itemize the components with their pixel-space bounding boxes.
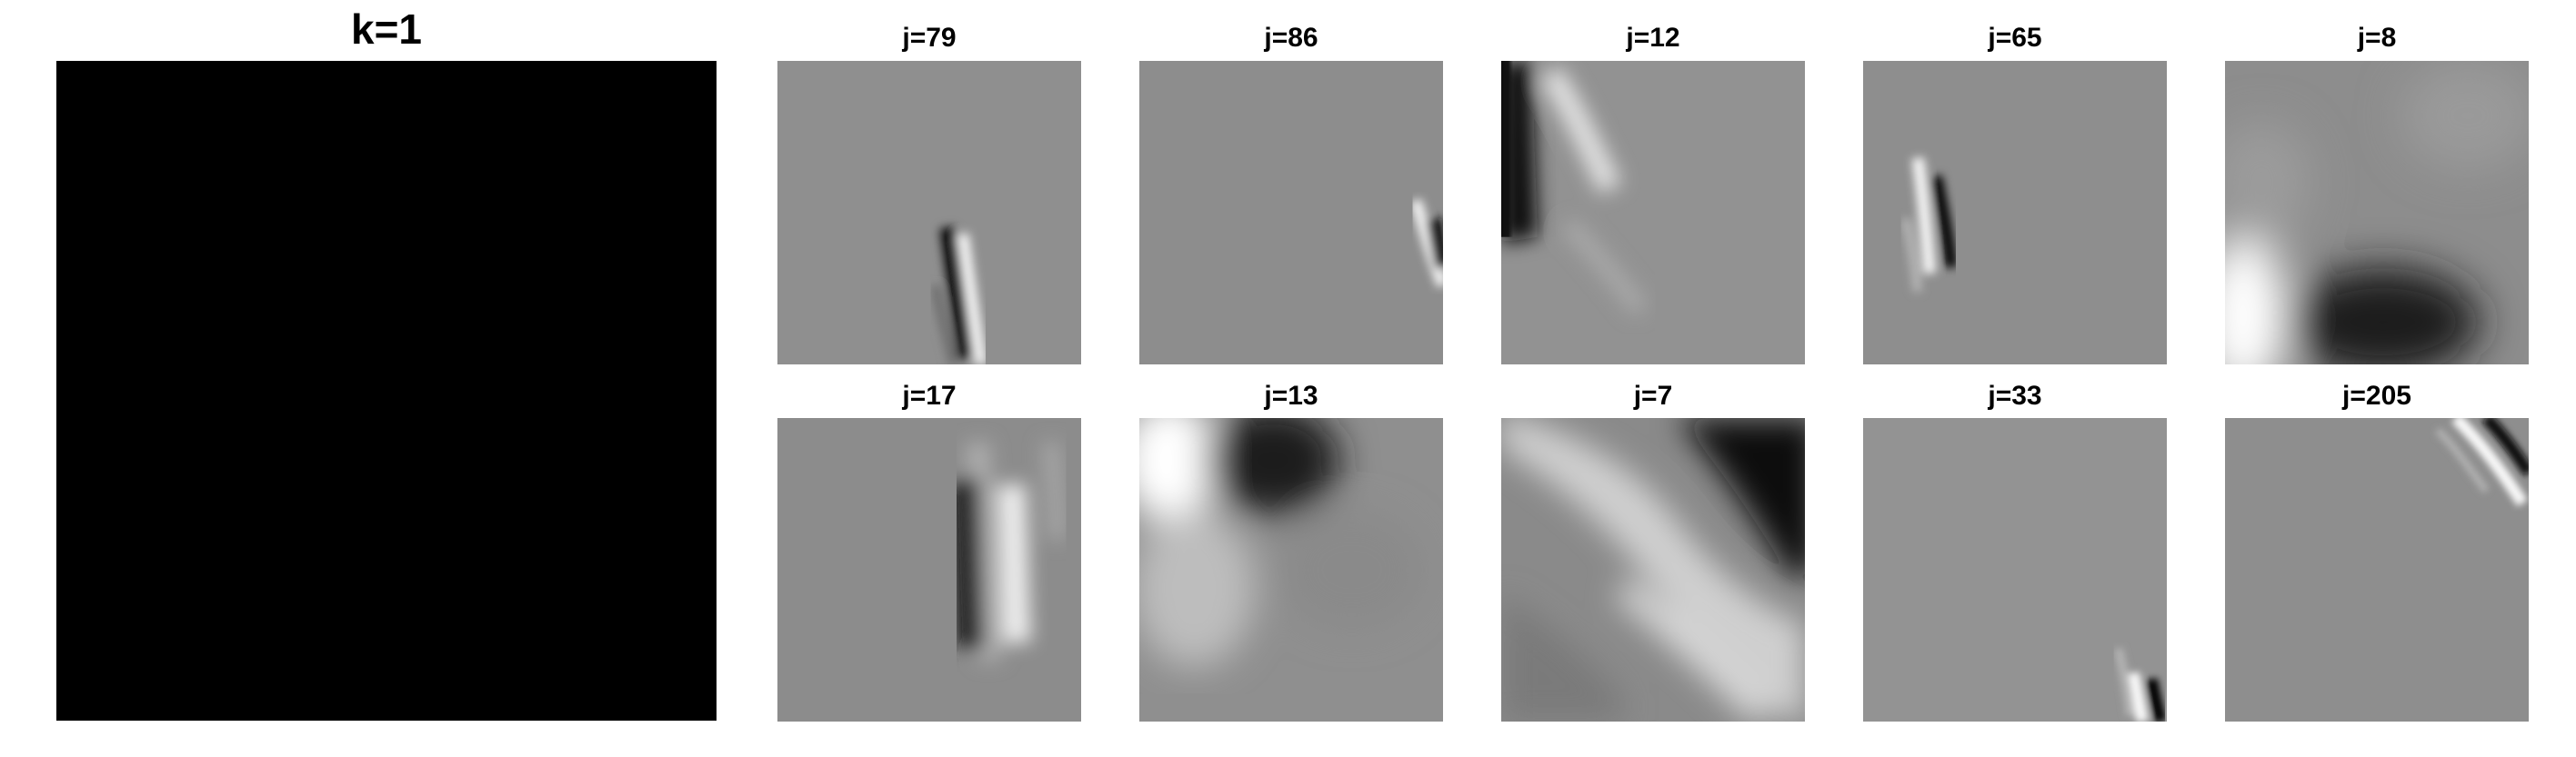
filter-tile-j7 <box>1501 418 1805 722</box>
main-panel-title: k=1 <box>350 5 423 53</box>
filter-tile-j86 <box>1139 61 1443 364</box>
tile-title-j65: j=65 <box>1988 23 2042 53</box>
tile-title-j7: j=7 <box>1633 381 1673 411</box>
tile-title-j79: j=79 <box>902 23 957 53</box>
filter-tile-j205 <box>2225 418 2529 722</box>
filter-tile-j13 <box>1139 418 1443 722</box>
filter-tile-j8 <box>2225 61 2529 364</box>
tile-title-j33: j=33 <box>1988 381 2042 411</box>
tile-title-j13: j=13 <box>1264 381 1318 411</box>
filter-tile-j79 <box>777 61 1081 364</box>
main-black-image <box>56 61 717 721</box>
tile-title-j17: j=17 <box>902 381 957 411</box>
filter-tile-j33 <box>1863 418 2167 722</box>
filter-tile-j17 <box>777 418 1081 722</box>
tile-title-j8: j=8 <box>2357 23 2397 53</box>
filter-tile-j65 <box>1863 61 2167 364</box>
tile-title-j12: j=12 <box>1626 23 1680 53</box>
tile-title-j205: j=205 <box>2342 381 2411 411</box>
tile-title-j86: j=86 <box>1264 23 1318 53</box>
filter-tile-j12 <box>1501 61 1805 364</box>
